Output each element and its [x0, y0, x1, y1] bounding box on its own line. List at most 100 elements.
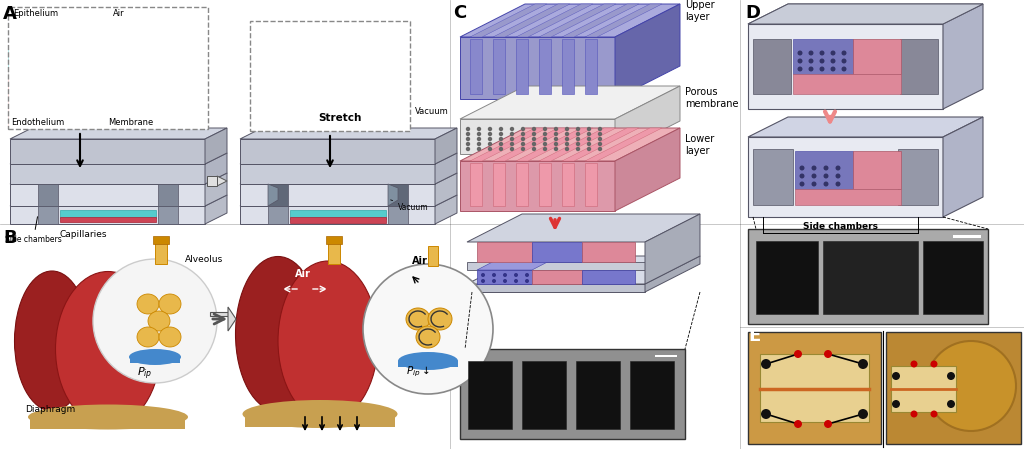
- Polygon shape: [493, 4, 570, 37]
- Bar: [753, 39, 791, 94]
- Polygon shape: [435, 195, 457, 224]
- Circle shape: [503, 273, 507, 277]
- Bar: [468, 361, 512, 429]
- Circle shape: [910, 361, 918, 367]
- Circle shape: [823, 166, 828, 171]
- Bar: [795, 189, 901, 205]
- Polygon shape: [615, 86, 680, 154]
- Bar: [748, 332, 881, 444]
- Ellipse shape: [337, 28, 343, 34]
- Polygon shape: [467, 262, 645, 270]
- Bar: [748, 229, 988, 324]
- Ellipse shape: [364, 24, 380, 38]
- Polygon shape: [516, 39, 528, 94]
- Circle shape: [466, 137, 470, 141]
- Ellipse shape: [300, 24, 316, 38]
- Circle shape: [531, 142, 537, 146]
- Text: Alveolus: Alveolus: [185, 255, 223, 264]
- Circle shape: [182, 84, 189, 91]
- Circle shape: [926, 341, 1016, 431]
- Circle shape: [487, 127, 493, 131]
- Bar: [252, 89, 408, 129]
- Polygon shape: [10, 195, 227, 206]
- Text: Porous
membrane: Porous membrane: [685, 87, 738, 109]
- Circle shape: [75, 84, 82, 91]
- Bar: [853, 151, 901, 189]
- Circle shape: [466, 127, 470, 131]
- Ellipse shape: [380, 24, 396, 38]
- Text: Capillaries: Capillaries: [60, 230, 108, 239]
- Polygon shape: [460, 128, 680, 161]
- Polygon shape: [30, 417, 185, 429]
- Circle shape: [892, 400, 900, 408]
- Text: Upper
layer: Upper layer: [685, 0, 715, 22]
- Ellipse shape: [416, 326, 440, 348]
- Bar: [823, 241, 918, 314]
- Circle shape: [514, 279, 518, 283]
- Polygon shape: [477, 256, 559, 270]
- Polygon shape: [240, 153, 457, 164]
- Circle shape: [510, 142, 514, 146]
- Polygon shape: [562, 163, 574, 206]
- Ellipse shape: [348, 24, 364, 38]
- Polygon shape: [10, 128, 227, 139]
- Circle shape: [575, 127, 581, 131]
- Circle shape: [575, 142, 581, 146]
- Ellipse shape: [67, 80, 89, 94]
- Polygon shape: [10, 206, 205, 224]
- Polygon shape: [207, 176, 217, 186]
- Polygon shape: [582, 242, 635, 262]
- Polygon shape: [10, 164, 205, 184]
- Circle shape: [575, 147, 581, 151]
- Polygon shape: [943, 117, 983, 217]
- Bar: [793, 39, 853, 74]
- Polygon shape: [240, 164, 435, 184]
- Bar: [853, 39, 901, 74]
- Text: Epithelium: Epithelium: [13, 9, 58, 18]
- Polygon shape: [493, 128, 570, 161]
- Circle shape: [794, 350, 802, 358]
- Polygon shape: [516, 4, 593, 37]
- Circle shape: [836, 181, 841, 186]
- Ellipse shape: [352, 28, 359, 34]
- Circle shape: [362, 264, 493, 394]
- Ellipse shape: [175, 80, 197, 94]
- Circle shape: [892, 372, 900, 380]
- Polygon shape: [645, 214, 700, 284]
- Circle shape: [800, 181, 805, 186]
- Bar: [268, 184, 288, 206]
- Circle shape: [487, 132, 493, 136]
- Circle shape: [543, 127, 547, 131]
- Bar: [753, 149, 793, 205]
- Bar: [428, 246, 438, 266]
- Circle shape: [565, 127, 569, 131]
- Polygon shape: [516, 128, 593, 161]
- Ellipse shape: [154, 53, 164, 62]
- Polygon shape: [460, 119, 615, 154]
- Circle shape: [481, 273, 485, 277]
- Circle shape: [587, 147, 591, 151]
- Text: A: A: [3, 5, 16, 23]
- Bar: [522, 361, 566, 429]
- Circle shape: [492, 273, 496, 277]
- Circle shape: [598, 127, 602, 131]
- Bar: [328, 239, 340, 264]
- Ellipse shape: [19, 53, 29, 62]
- Polygon shape: [240, 184, 435, 206]
- Circle shape: [824, 420, 831, 428]
- Bar: [8, 70, 208, 77]
- Polygon shape: [748, 24, 943, 109]
- Bar: [60, 210, 156, 218]
- Ellipse shape: [121, 80, 143, 94]
- Circle shape: [477, 142, 481, 146]
- Polygon shape: [240, 173, 457, 184]
- Polygon shape: [585, 163, 597, 206]
- Polygon shape: [228, 307, 236, 331]
- Polygon shape: [645, 256, 700, 292]
- Ellipse shape: [13, 47, 35, 67]
- Bar: [388, 184, 408, 206]
- Ellipse shape: [398, 352, 458, 370]
- Text: E: E: [748, 327, 760, 345]
- Circle shape: [931, 361, 938, 367]
- Circle shape: [521, 142, 525, 146]
